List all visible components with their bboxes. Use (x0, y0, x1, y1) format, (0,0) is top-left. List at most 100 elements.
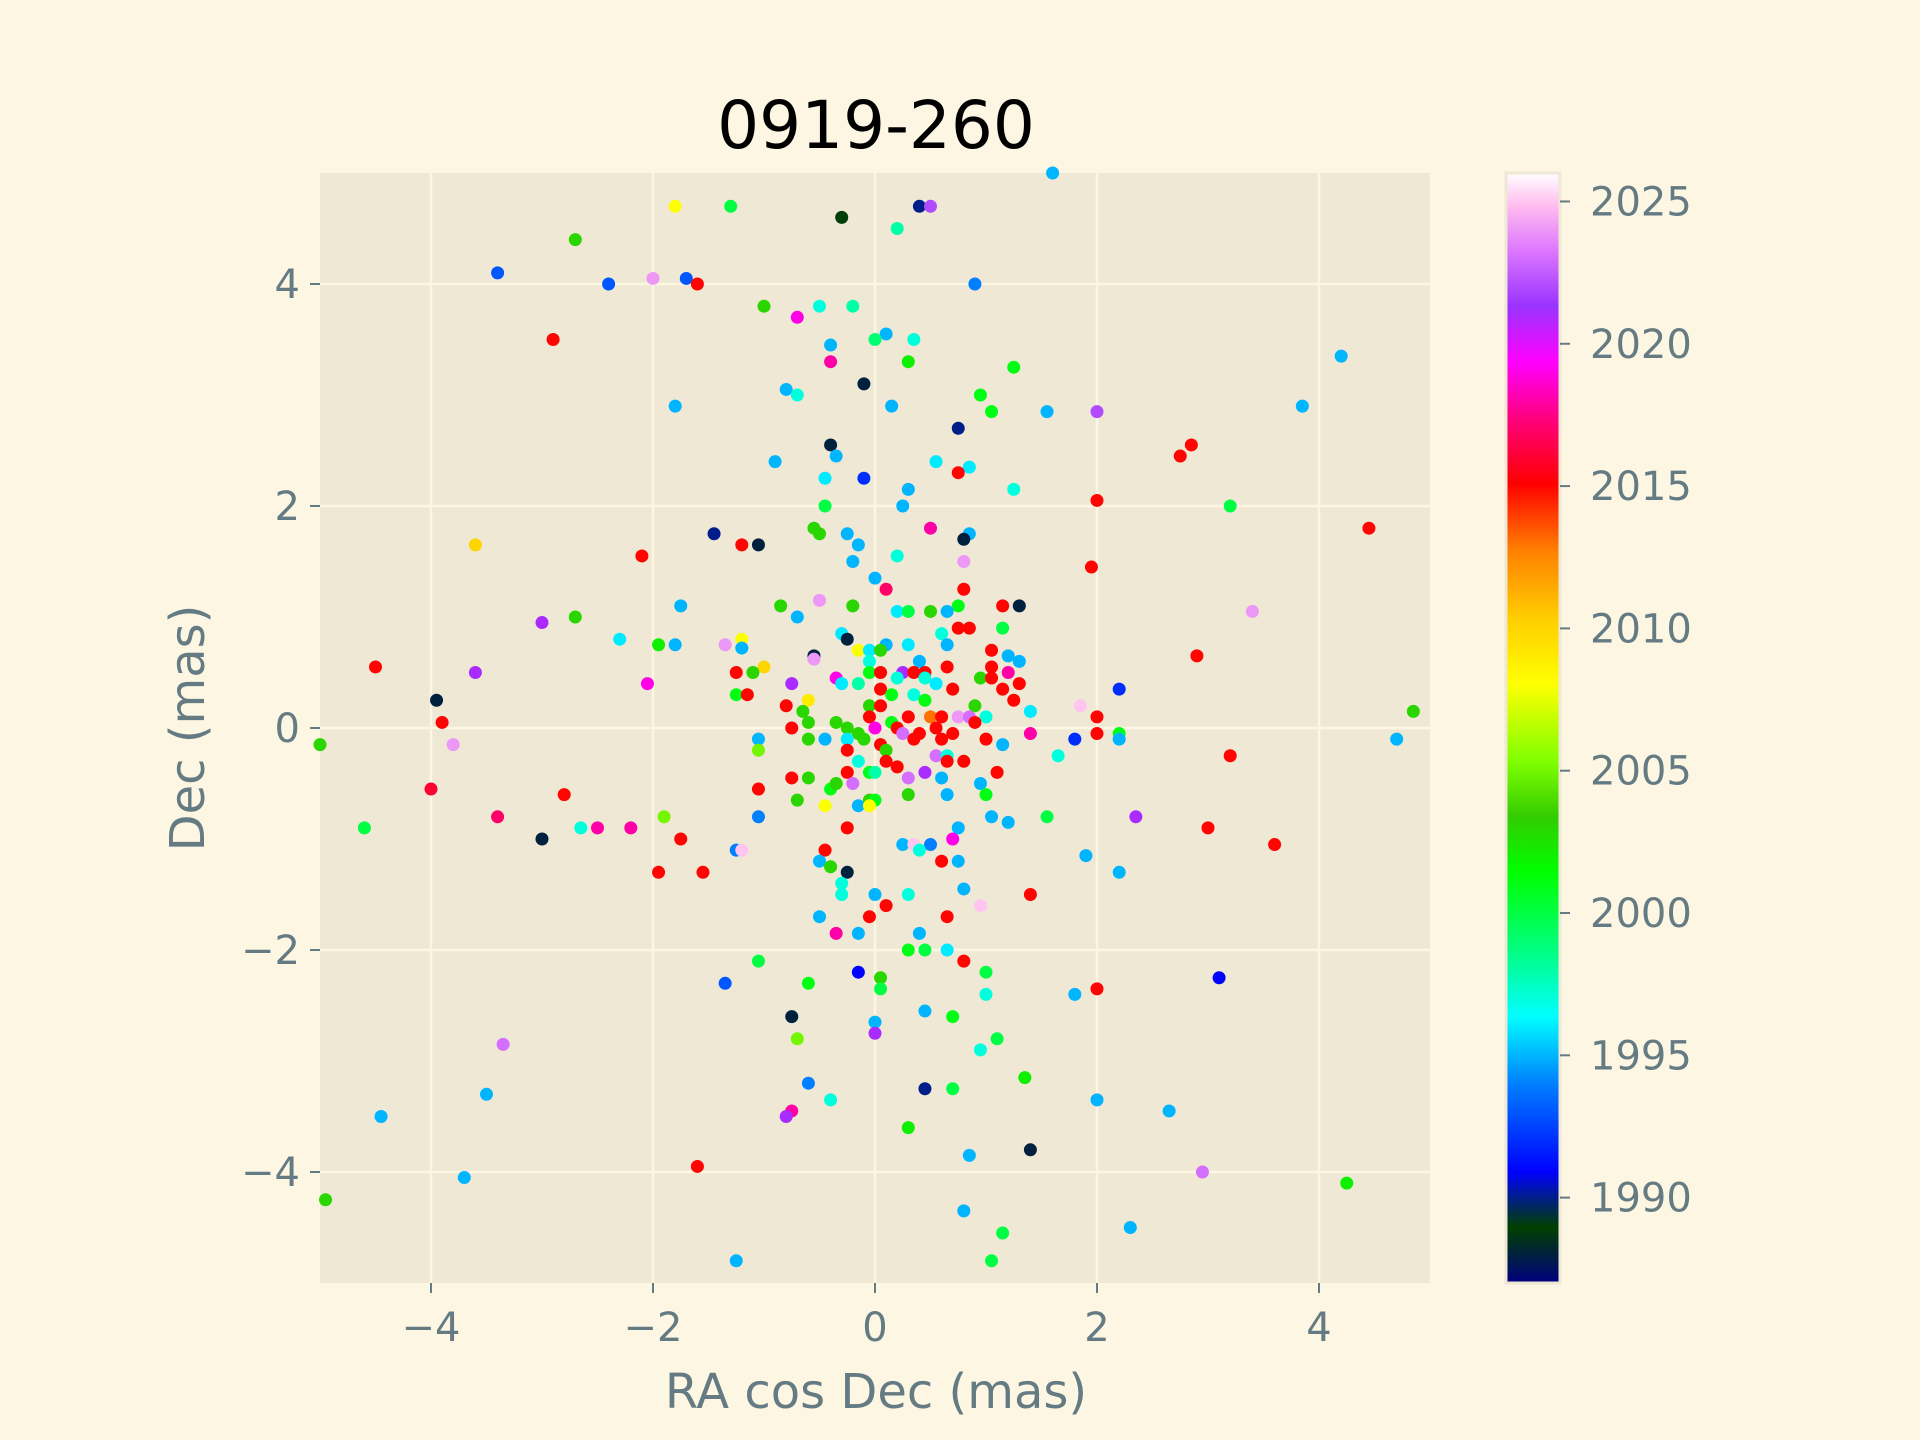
data-point (568, 610, 582, 624)
data-point (801, 693, 815, 707)
data-point (1245, 604, 1259, 618)
data-point (968, 699, 982, 713)
data-point (874, 643, 888, 657)
data-point (840, 743, 854, 757)
data-point (846, 555, 860, 568)
data-point (319, 1193, 333, 1207)
data-point (885, 399, 899, 413)
data-point (968, 277, 982, 291)
data-point (840, 527, 854, 541)
data-point (929, 677, 943, 691)
data-point (790, 793, 804, 807)
data-point (690, 1159, 704, 1173)
data-point (818, 471, 832, 485)
data-point (735, 538, 749, 552)
data-point (951, 599, 965, 613)
colorbar-tick-label: 2005 (1590, 749, 1692, 795)
data-point (946, 1010, 960, 1024)
data-point (1023, 888, 1037, 901)
data-point (1112, 865, 1126, 879)
data-point (840, 721, 854, 735)
data-point (657, 810, 671, 824)
x-tick-label: 4 (1306, 1305, 1331, 1351)
data-point (751, 732, 765, 746)
data-point (840, 765, 854, 779)
data-point (979, 710, 993, 724)
data-point (924, 521, 937, 535)
data-point (946, 1082, 960, 1096)
x-axis-label: RA cos Dec (mas) (665, 1364, 1087, 1420)
data-point (1068, 732, 1082, 746)
data-point (990, 1032, 1004, 1046)
data-point (535, 616, 549, 630)
colorbar-ticks: 1990 1995 2000 2005 2010 2015 2020 2025 (1560, 179, 1692, 1222)
data-point (1046, 166, 1060, 180)
data-point (996, 621, 1010, 635)
colorbar-tick-label: 2010 (1590, 606, 1692, 652)
data-point (940, 910, 954, 924)
data-point (851, 799, 865, 813)
data-point (801, 771, 815, 785)
data-point (862, 910, 876, 924)
data-point (818, 732, 832, 746)
data-point (912, 654, 926, 668)
data-point (973, 1043, 987, 1057)
data-point (424, 782, 438, 796)
data-point (951, 854, 965, 868)
data-point (835, 210, 849, 224)
data-point (962, 1148, 976, 1162)
chart-title: 0919-260 (717, 87, 1035, 164)
data-point (874, 682, 888, 696)
data-point (862, 643, 876, 657)
data-point (957, 882, 971, 896)
data-point (901, 888, 915, 901)
data-point (718, 976, 732, 990)
data-point (735, 632, 749, 646)
data-point (1295, 399, 1309, 413)
data-point (1190, 649, 1204, 663)
data-point (890, 222, 904, 235)
x-tick-label: −4 (402, 1305, 461, 1351)
data-point (907, 732, 921, 746)
data-point (985, 405, 999, 419)
data-point (890, 549, 904, 563)
data-point (480, 1087, 493, 1101)
data-point (901, 771, 915, 785)
data-point (918, 671, 932, 685)
y-tick-label: 4 (275, 262, 300, 308)
data-point (1162, 1104, 1176, 1118)
data-point (962, 621, 976, 635)
data-point (652, 865, 666, 879)
data-point (951, 421, 965, 435)
data-point (1184, 438, 1198, 452)
data-point (985, 643, 999, 657)
data-point (973, 777, 987, 790)
colorbar: 1990 1995 2000 2005 2010 2015 2020 2025 (1504, 171, 1692, 1285)
data-point (957, 1204, 971, 1218)
data-point (735, 843, 749, 857)
data-point (1340, 1176, 1354, 1190)
data-point (1112, 732, 1126, 746)
data-point (824, 1093, 838, 1107)
data-point (435, 715, 449, 729)
data-point (862, 654, 876, 668)
data-point (790, 1032, 804, 1046)
data-point (846, 299, 860, 313)
data-point (1090, 710, 1104, 724)
data-point (1073, 699, 1087, 713)
data-point (813, 910, 826, 924)
data-point (724, 199, 738, 213)
data-point (1051, 749, 1065, 763)
data-point (851, 926, 865, 940)
data-point (790, 388, 804, 402)
data-point (374, 1110, 388, 1123)
data-point (801, 1076, 815, 1090)
data-point (1001, 815, 1015, 829)
data-point (879, 327, 893, 341)
data-point (929, 721, 943, 735)
data-point (1012, 599, 1026, 613)
x-tick-label: −2 (624, 1305, 683, 1351)
data-point (496, 1037, 510, 1051)
data-point (1201, 821, 1215, 835)
